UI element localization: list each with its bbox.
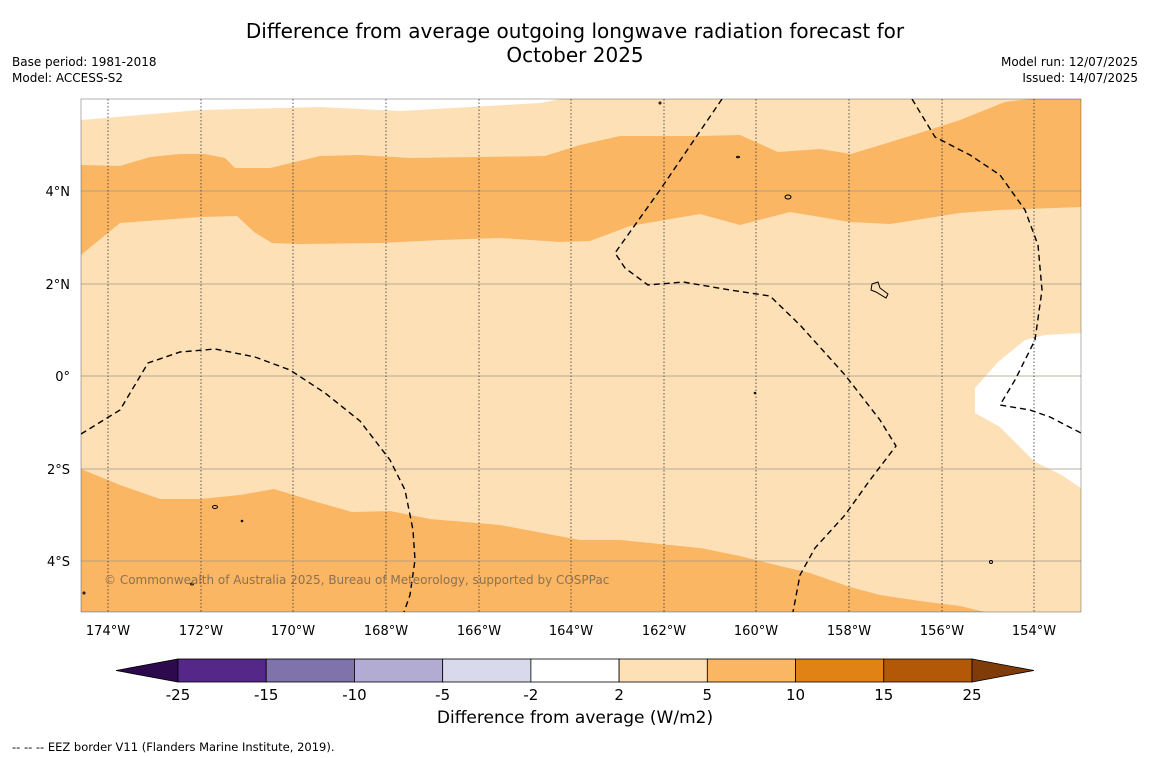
longitude-gridlines <box>107 99 1035 612</box>
lon-label: 160°W <box>734 624 778 639</box>
colorbar-tick-label: 2 <box>614 686 624 704</box>
colorbar-tick-label: -15 <box>254 686 279 704</box>
colorbar-segment <box>177 658 267 683</box>
colorbar-tick-label: -2 <box>523 686 538 704</box>
colorbar-segment <box>530 658 620 683</box>
map-frame <box>80 98 1082 613</box>
lat-label: 2°S <box>47 463 70 478</box>
colorbar-tick-label: 10 <box>786 686 805 704</box>
colorbar-label: Difference from average (W/m2) <box>436 708 714 728</box>
colorbar-segment <box>706 658 796 683</box>
anomaly-fill-neg2-to-2-east <box>975 333 1081 488</box>
colorbar-tick-label: 25 <box>962 686 981 704</box>
lon-label: 154°W <box>1012 624 1056 639</box>
lon-label: 172°W <box>179 624 223 639</box>
colorbar-segment <box>442 658 532 683</box>
copyright-text: © Commonwealth of Australia 2025, Bureau… <box>104 573 609 587</box>
colorbar: -25 -15 -10 -5 -2 2 5 10 15 25 <box>115 658 1035 704</box>
colorbar-segment <box>618 658 708 683</box>
lat-label: 2°N <box>46 278 71 293</box>
lon-label: 156°W <box>920 624 964 639</box>
colorbar-segment <box>883 658 973 683</box>
map-title-line2: October 2025 <box>506 43 644 67</box>
lon-label: 168°W <box>364 624 408 639</box>
colorbar-segment <box>265 658 355 683</box>
colorbar-extend-high <box>971 658 1035 683</box>
model-run-text: Model run: 12/07/2025 <box>1000 55 1138 69</box>
colorbar-extend-low <box>115 658 179 683</box>
lat-label: 0° <box>55 370 70 385</box>
colorbar-tick-label: 15 <box>874 686 893 704</box>
colorbar-tick-label: -10 <box>342 686 367 704</box>
eez-legend-text: -- -- -- EEZ border V11 (Flanders Marine… <box>12 740 335 754</box>
colorbar-segment <box>354 658 444 683</box>
latitude-gridlines <box>81 190 1081 562</box>
colorbar-segment <box>795 658 885 683</box>
base-period-text: Base period: 1981-2018 <box>12 55 157 69</box>
latitude-labels: 4°N 2°N 0° 2°S 4°S <box>46 185 71 570</box>
anomaly-fill-neg2-to-2-north <box>81 99 600 120</box>
lon-label: 162°W <box>642 624 686 639</box>
lon-label: 174°W <box>86 624 130 639</box>
eez-borders <box>81 99 1081 612</box>
lon-label: 158°W <box>827 624 871 639</box>
colorbar-tick-label: -25 <box>166 686 191 704</box>
anomaly-fill-5-to-10-north <box>81 99 1081 255</box>
lat-label: 4°N <box>46 185 71 200</box>
anomaly-fill-5-to-10-south <box>81 469 985 612</box>
map-panel <box>81 99 1081 612</box>
lat-label: 4°S <box>47 555 70 570</box>
lon-label: 166°W <box>457 624 501 639</box>
issued-text: Issued: 14/07/2025 <box>1022 71 1138 85</box>
lon-label: 164°W <box>549 624 593 639</box>
colorbar-tick-label: 5 <box>703 686 713 704</box>
colorbar-tick-label: -5 <box>435 686 450 704</box>
model-text: Model: ACCESS-S2 <box>12 71 124 85</box>
longitude-labels: 174°W 172°W 170°W 168°W 166°W 164°W 162°… <box>86 624 1056 639</box>
map-title-line1: Difference from average outgoing longwav… <box>245 19 905 43</box>
islands <box>82 101 993 595</box>
lon-label: 170°W <box>271 624 315 639</box>
